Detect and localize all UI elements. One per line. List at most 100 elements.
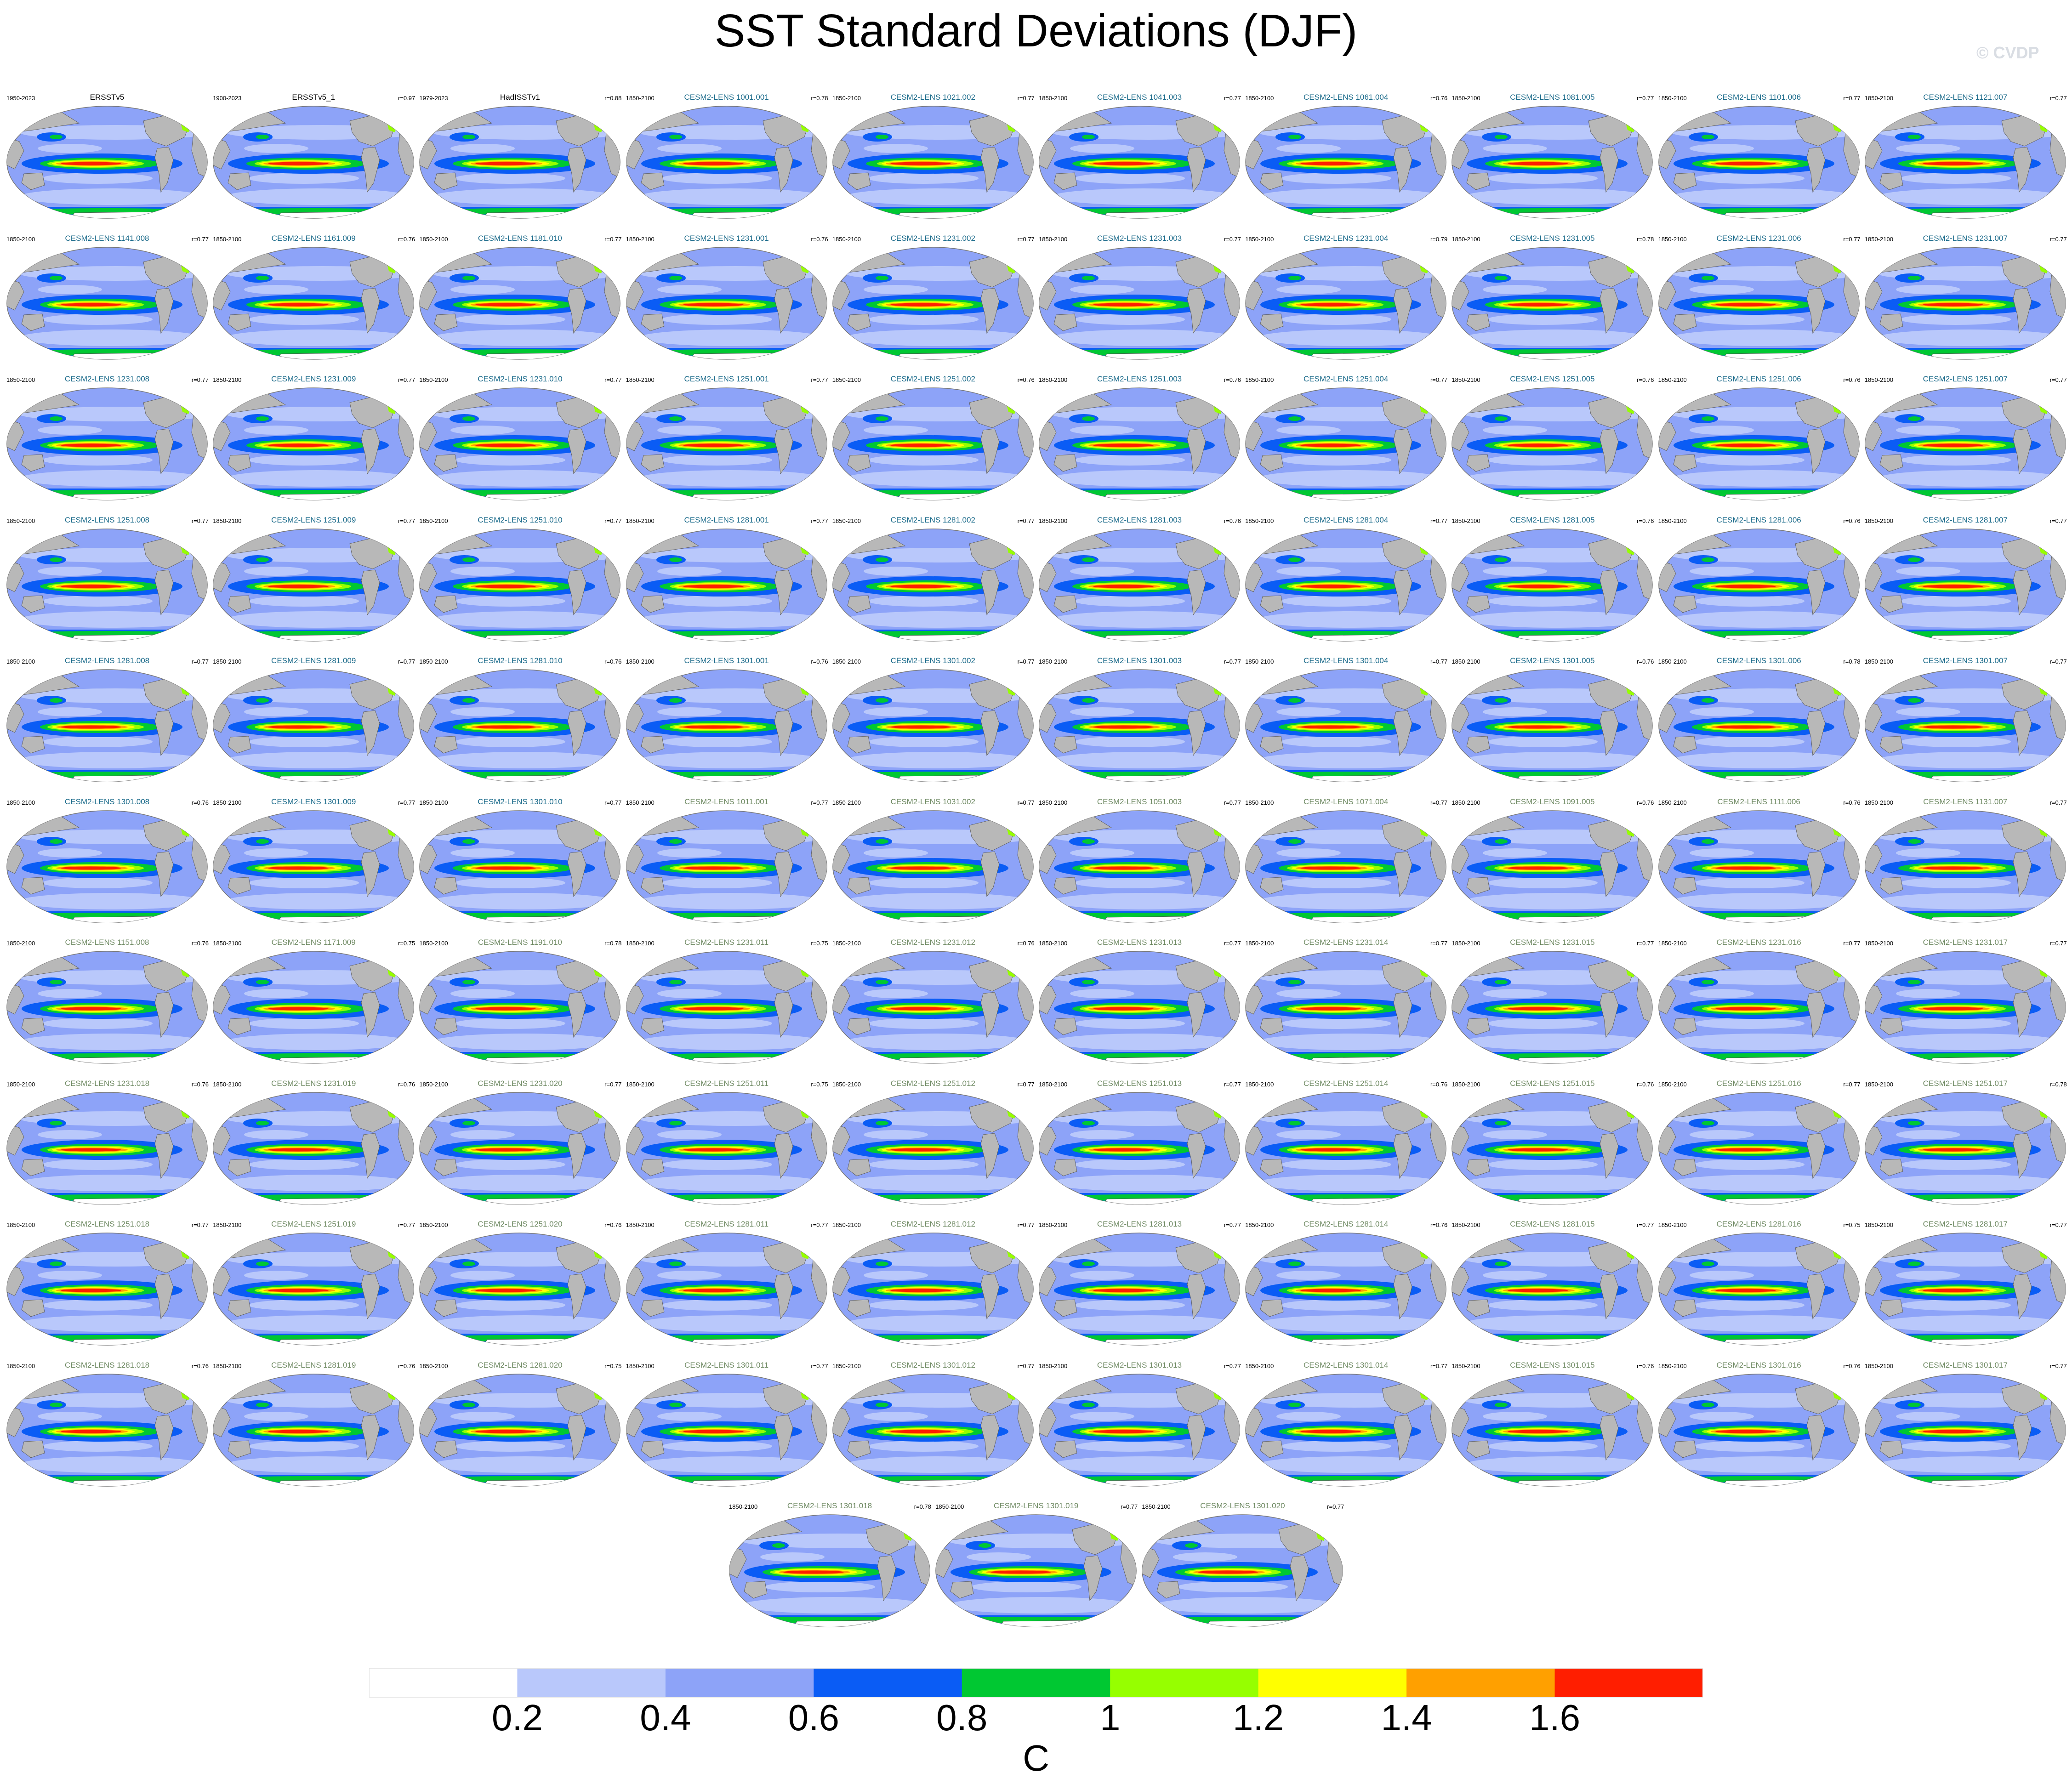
panel-label: CESM2-LENS 1301.011 <box>684 1360 769 1369</box>
panel-correlation: r=0.78 <box>914 1503 931 1510</box>
panel-years: 1850-2100 <box>6 940 35 947</box>
globe-map <box>626 669 827 782</box>
panel-correlation: r=0.77 <box>1224 1362 1241 1369</box>
panel-correlation: r=0.76 <box>604 1222 622 1228</box>
panel-label: CESM2-LENS 1251.010 <box>478 515 563 524</box>
map-panel: CESM2-LENS 1301.003 1850-2100 r=0.77 <box>1036 656 1243 801</box>
map-panel: CESM2-LENS 1281.011 1850-2100 r=0.77 <box>623 1220 830 1364</box>
globe-map <box>1039 1373 1240 1487</box>
colorbar-tick-label: 0.6 <box>788 1697 839 1738</box>
panel-correlation: r=0.78 <box>2049 1080 2067 1088</box>
panel-correlation: r=0.77 <box>1843 1080 1861 1088</box>
panel-label: CESM2-LENS 1251.014 <box>1304 1079 1389 1088</box>
panel-years: 1850-2100 <box>1452 658 1480 665</box>
panel-years: 1850-2100 <box>626 1362 655 1369</box>
globe-map <box>6 810 208 923</box>
globe-map <box>626 1091 827 1205</box>
globe-map <box>419 106 621 219</box>
map-panel: CESM2-LENS 1281.012 1850-2100 r=0.77 <box>830 1220 1036 1364</box>
panel-correlation: r=0.76 <box>398 1080 416 1088</box>
globe-map <box>1452 246 1653 360</box>
globe-map <box>419 1091 621 1205</box>
panel-years: 1850-2100 <box>1864 376 1893 383</box>
globe-map <box>832 1233 1034 1346</box>
map-panel: CESM2-LENS 1151.008 1850-2100 r=0.76 <box>4 938 211 1082</box>
panel-years: 1850-2100 <box>1245 940 1274 947</box>
panel-label: CESM2-LENS 1281.004 <box>1304 515 1389 524</box>
panel-label: CESM2-LENS 1301.019 <box>994 1501 1079 1510</box>
panel-correlation: r=0.76 <box>1637 799 1654 806</box>
panel-label: CESM2-LENS 1181.010 <box>478 233 562 243</box>
globe-map <box>1245 387 1446 500</box>
map-panel: CESM2-LENS 1231.016 1850-2100 r=0.77 <box>1656 938 1862 1082</box>
panel-correlation: r=0.77 <box>191 235 209 243</box>
map-panel: CESM2-LENS 1071.004 1850-2100 r=0.77 <box>1242 797 1449 942</box>
panel-label: CESM2-LENS 1021.002 <box>890 93 975 102</box>
panel-label: CESM2-LENS 1251.019 <box>271 1220 356 1228</box>
panel-correlation: r=0.76 <box>1843 1362 1861 1369</box>
globe-map <box>419 951 621 1064</box>
panel-label: CESM2-LENS 1231.018 <box>64 1079 150 1088</box>
map-panel: CESM2-LENS 1281.017 1850-2100 r=0.77 <box>1862 1220 2069 1364</box>
panel-label: CESM2-LENS 1231.003 <box>1097 233 1182 243</box>
panel-years: 1850-2100 <box>1039 658 1068 665</box>
globe-map <box>1039 810 1240 923</box>
map-panel: CESM2-LENS 1231.020 1850-2100 r=0.77 <box>416 1079 623 1223</box>
panel-years: 1850-2100 <box>1039 376 1068 383</box>
map-panel: CESM2-LENS 1231.002 1850-2100 r=0.77 <box>830 234 1036 378</box>
panel-correlation: r=0.77 <box>1327 1503 1344 1510</box>
globe-map <box>1039 246 1240 360</box>
panel-correlation: r=0.77 <box>604 376 622 383</box>
map-panel: CESM2-LENS 1281.016 1850-2100 r=0.75 <box>1656 1220 1862 1364</box>
map-panel: CESM2-LENS 1281.001 1850-2100 r=0.77 <box>623 516 830 660</box>
map-panel: CESM2-LENS 1011.001 1850-2100 r=0.77 <box>623 797 830 942</box>
panel-correlation: r=0.77 <box>1224 95 1241 102</box>
map-panel: CESM2-LENS 1301.010 1850-2100 r=0.77 <box>416 797 623 942</box>
panel-label: CESM2-LENS 1121.007 <box>1923 93 2008 102</box>
globe-map <box>1039 1233 1240 1346</box>
panel-label: CESM2-LENS 1251.018 <box>64 1220 150 1228</box>
panel-years: 1850-2100 <box>1039 1222 1068 1228</box>
map-panel: CESM2-LENS 1281.010 1850-2100 r=0.76 <box>416 656 623 801</box>
panel-label: CESM2-LENS 1301.020 <box>1200 1501 1285 1510</box>
globe-map <box>1658 1091 1860 1205</box>
map-panel: CESM2-LENS 1231.007 1850-2100 r=0.77 <box>1862 234 2069 378</box>
globe-map <box>1452 1091 1653 1205</box>
panel-years: 1850-2100 <box>1039 1080 1068 1088</box>
globe-map <box>213 246 414 360</box>
globe-map <box>1452 528 1653 642</box>
panel-years: 1850-2100 <box>213 235 242 243</box>
panel-label: CESM2-LENS 1301.005 <box>1510 656 1595 665</box>
panel-correlation: r=0.77 <box>2049 658 2067 665</box>
panel-correlation: r=0.77 <box>1637 95 1654 102</box>
panel-correlation: r=0.77 <box>398 658 416 665</box>
panel-correlation: r=0.76 <box>191 1080 209 1088</box>
panel-years: 1850-2100 <box>832 799 861 806</box>
panel-correlation: r=0.77 <box>811 1222 828 1228</box>
panel-years: 1850-2100 <box>419 1362 448 1369</box>
colorbar-tick-label: 1.2 <box>1233 1697 1284 1738</box>
panel-label: CESM2-LENS 1141.008 <box>65 233 149 243</box>
globe-map <box>419 810 621 923</box>
panel-years: 1850-2100 <box>6 1080 35 1088</box>
map-panel: CESM2-LENS 1281.018 1850-2100 r=0.76 <box>4 1361 211 1505</box>
panel-correlation: r=0.76 <box>1430 1222 1448 1228</box>
panel-label: CESM2-LENS 1281.014 <box>1304 1220 1389 1228</box>
globe-map <box>1245 669 1446 782</box>
panel-label: CESM2-LENS 1301.009 <box>271 797 356 806</box>
panel-label: CESM2-LENS 1071.004 <box>1304 797 1389 806</box>
map-panel: CESM2-LENS 1301.014 1850-2100 r=0.77 <box>1242 1361 1449 1505</box>
map-panel: CESM2-LENS 1301.007 1850-2100 r=0.77 <box>1862 656 2069 801</box>
globe-map <box>1039 106 1240 219</box>
map-panel: ERSSTv5_1 1900-2023 r=0.97 <box>210 93 417 237</box>
map-panel: CESM2-LENS 1301.005 1850-2100 r=0.76 <box>1449 656 1656 801</box>
panel-correlation: r=0.77 <box>1017 1362 1035 1369</box>
map-panel: CESM2-LENS 1161.009 1850-2100 r=0.76 <box>210 234 417 378</box>
globe-map <box>419 387 621 500</box>
panel-correlation: r=0.77 <box>1017 799 1035 806</box>
panel-years: 1850-2100 <box>1245 517 1274 524</box>
map-panel: CESM2-LENS 1281.009 1850-2100 r=0.77 <box>210 656 417 801</box>
globe-map <box>1658 387 1860 500</box>
globe-map <box>213 951 414 1064</box>
panel-correlation: r=0.76 <box>1843 376 1861 383</box>
